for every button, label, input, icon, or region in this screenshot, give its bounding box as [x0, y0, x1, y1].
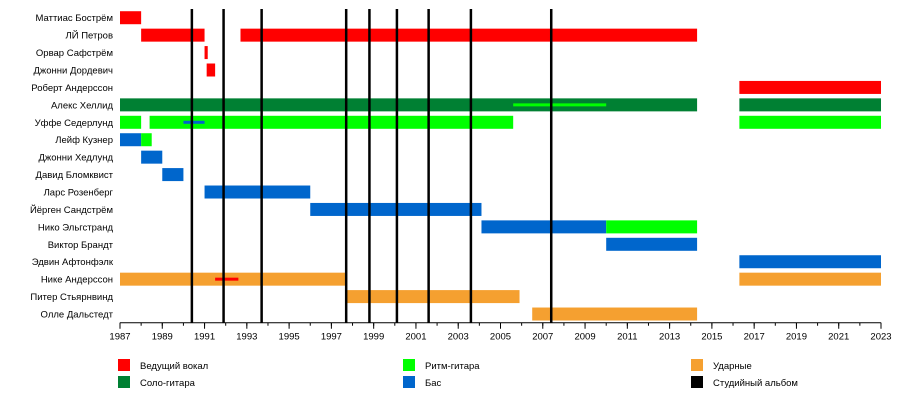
timeline-bar-lead [739, 98, 881, 112]
member-label: Лейф Кузнер [55, 135, 113, 146]
x-tick-label: 2005 [490, 332, 511, 343]
member-label: Алекс Хеллид [51, 100, 114, 111]
overlay-bar-bass [183, 120, 205, 124]
member-label: Эдвин Афтонфэлк [32, 257, 114, 268]
member-label: Орвар Сафстрём [36, 48, 113, 59]
member-label: Давид Бломквист [36, 170, 114, 181]
legend-swatch-lead [118, 376, 130, 388]
timeline-bar-drums [532, 307, 698, 321]
timeline-bar-bass [162, 168, 184, 182]
member-label: Питер Стьярнвинд [30, 292, 113, 303]
timeline-bar-vocal [141, 28, 205, 42]
timeline-bar-lead [120, 98, 698, 112]
x-axis: 1987 1989 1991 1993 1995 1997 1999 2001 2003 2005… [109, 322, 892, 343]
legend-label-lead: Соло-гитара [140, 378, 196, 389]
x-tick-label: 1995 [279, 332, 300, 343]
x-tick-label: 2021 [828, 332, 849, 343]
x-tick-label: 2011 [617, 332, 637, 343]
timeline-bar-vocal [206, 63, 216, 77]
member-labels: Маттиас Бострём ЛЙ Петров Орвар Сафстрём Дж… [30, 13, 114, 320]
overlay-bar-rhythm [513, 103, 607, 107]
member-label: ЛЙ Петров [66, 30, 113, 42]
timeline-bar-drums [739, 272, 881, 286]
x-tick-label: 2017 [744, 332, 765, 343]
x-tick-label: 1987 [109, 332, 130, 343]
legend-label-drums: Ударные [713, 361, 752, 372]
legend: Ведущий вокал Соло-гитара Ритм-гитара Бас Уд… [118, 359, 798, 389]
member-label: Уффе Седерлунд [35, 118, 114, 129]
legend-swatch-album [691, 376, 703, 388]
x-tick-label: 2003 [448, 332, 469, 343]
timeline-bar-bass [141, 150, 163, 164]
timeline-bar-vocal [120, 11, 142, 25]
timeline-bar-bass [606, 237, 698, 251]
x-tick-label: 2009 [574, 332, 595, 343]
overlay-bar-vocal [215, 277, 239, 281]
legend-label-rhythm: Ритм-гитара [425, 361, 480, 372]
member-label: Нико Эльгстранд [38, 222, 114, 233]
member-label: Олле Дальстедт [41, 310, 114, 321]
legend-label-bass: Бас [425, 378, 442, 389]
member-label: Йёрген Сандстрём [30, 204, 113, 216]
albums-layer [190, 9, 553, 323]
x-tick-label: 2001 [405, 332, 426, 343]
legend-swatch-rhythm [403, 359, 415, 371]
timeline-bar-bass [204, 185, 311, 199]
timeline-bar-vocal [739, 80, 881, 94]
legend-swatch-drums [691, 359, 703, 371]
timeline-bar-bass [481, 220, 607, 234]
timeline-bar-vocal [204, 46, 208, 60]
x-tick-label: 1989 [152, 332, 173, 343]
member-label: Маттиас Бострём [36, 13, 114, 24]
x-tick-label: 1997 [321, 332, 342, 343]
timeline-bar-bass [739, 255, 881, 269]
member-label: Ларс Розенберг [44, 188, 114, 199]
x-tick-label: 1991 [194, 332, 215, 343]
timeline-bar-rhythm [141, 133, 152, 147]
x-tick-label: 2015 [701, 332, 722, 343]
member-label: Джонни Дордевич [33, 66, 113, 77]
x-tick-label: 1993 [236, 332, 257, 343]
x-tick-label: 2019 [786, 332, 807, 343]
timeline-bar-vocal [240, 28, 698, 42]
timeline-bar-rhythm [739, 115, 881, 129]
member-label: Роберт Андерссон [31, 83, 113, 94]
legend-swatch-bass [403, 376, 415, 388]
legend-label-vocal: Ведущий вокал [140, 361, 208, 372]
x-tick-label: 1999 [363, 332, 384, 343]
legend-swatch-vocal [118, 359, 130, 371]
timeline-bar-bass [120, 133, 142, 147]
timeline-bar-rhythm [120, 115, 142, 129]
timeline-bar-drums [346, 290, 520, 304]
timeline-bar-rhythm [149, 115, 514, 129]
timeline-bar-rhythm [606, 220, 698, 234]
legend-label-album: Студийный альбом [713, 378, 798, 389]
bars-layer [120, 11, 881, 321]
member-label: Виктор Брандт [48, 240, 114, 251]
member-label: Джонни Хедлунд [38, 153, 113, 164]
member-label: Нике Андерссон [41, 275, 113, 286]
x-tick-label: 2013 [659, 332, 680, 343]
x-tick-label: 2007 [532, 332, 553, 343]
x-tick-label: 2023 [870, 332, 891, 343]
